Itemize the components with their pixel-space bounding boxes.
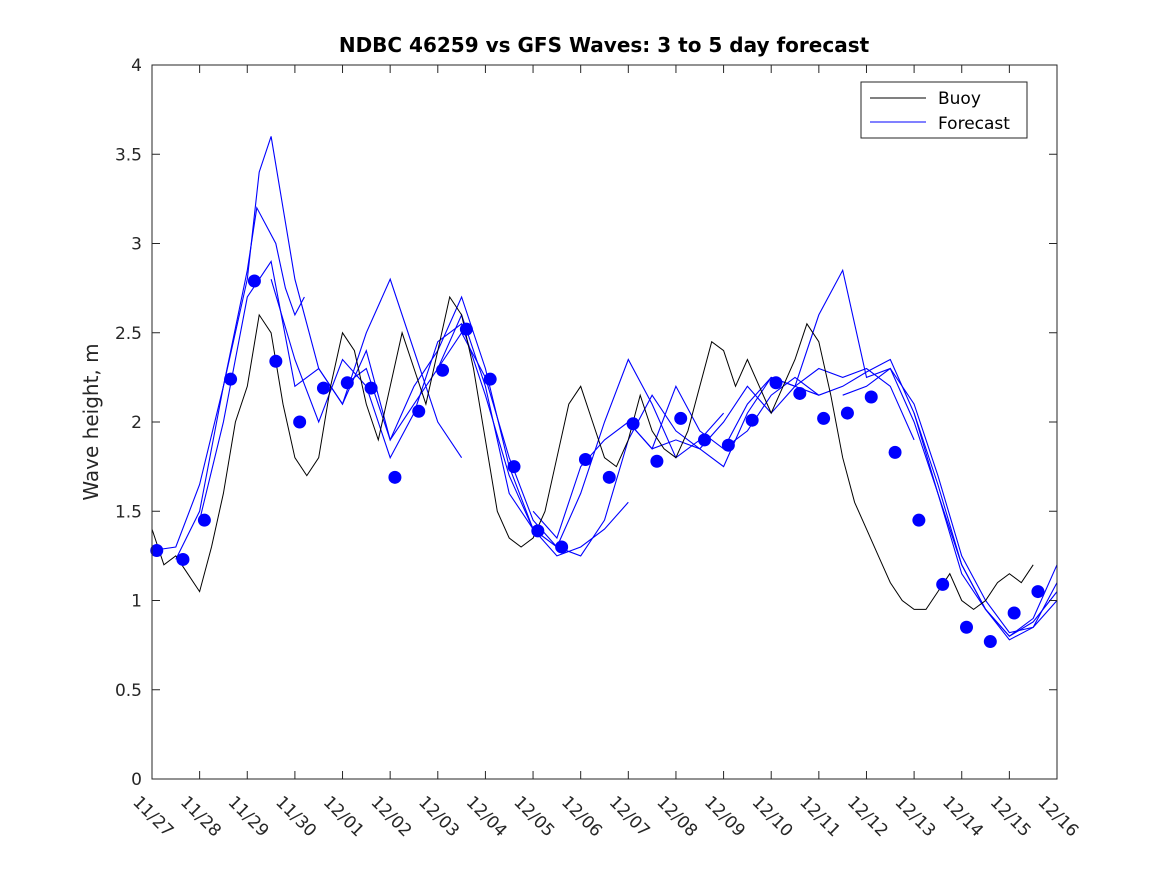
forecast-point	[412, 404, 426, 418]
y-tick-label: 3.5	[115, 145, 142, 165]
forecast-line	[723, 358, 1058, 641]
forecast-point	[626, 417, 640, 431]
forecast-point	[531, 524, 545, 538]
buoy-line	[151, 295, 1034, 611]
forecast-point	[224, 372, 238, 386]
y-tick-label: 1	[131, 592, 142, 612]
forecast-point	[912, 513, 926, 527]
forecast-point	[1031, 585, 1045, 599]
plot-points	[150, 274, 1045, 649]
forecast-point	[578, 452, 592, 466]
forecast-point	[745, 413, 759, 427]
forecast-point	[293, 415, 307, 429]
y-tick-label: 0.5	[115, 681, 142, 701]
y-tick-label: 1.5	[115, 502, 142, 522]
y-tick-label: 2	[131, 413, 142, 433]
chart-title: NDBC 46259 vs GFS Waves: 3 to 5 day fore…	[339, 33, 870, 57]
forecast-point	[698, 433, 712, 447]
legend-box	[860, 81, 1028, 139]
forecast-point	[269, 354, 283, 368]
forecast-point	[674, 411, 688, 425]
y-tick-label: 4	[131, 56, 142, 76]
legend: Buoy Forecast	[860, 81, 1028, 139]
forecast-point	[150, 544, 164, 558]
forecast-point	[983, 635, 997, 649]
forecast-point	[555, 540, 569, 554]
forecast-point	[364, 381, 378, 395]
forecast-point	[650, 454, 664, 468]
forecast-point	[388, 470, 402, 484]
forecast-line	[175, 136, 463, 560]
y-axis-label: Wave height, m	[79, 343, 103, 500]
y-tick-label: 3	[131, 235, 142, 255]
forecast-point	[459, 322, 473, 336]
forecast-point	[316, 381, 330, 395]
forecast-point	[721, 438, 735, 452]
forecast-point	[888, 445, 902, 459]
legend-forecast-label: Forecast	[938, 114, 1010, 134]
forecast-point	[960, 620, 973, 634]
forecast-point	[436, 363, 450, 377]
forecast-point	[197, 513, 211, 527]
y-axis: 0 0.5 1 1.5 2 2.5 3 3.5 4	[115, 56, 1057, 790]
y-tick-label: 0	[131, 770, 142, 790]
forecast-point	[769, 376, 783, 390]
forecast-point	[864, 390, 878, 404]
forecast-point	[340, 376, 354, 390]
forecast-line	[913, 412, 1058, 637]
forecast-point	[507, 460, 521, 474]
forecast-point	[936, 577, 950, 591]
forecast-line	[842, 367, 1058, 634]
forecast-point	[176, 552, 190, 566]
forecast-point	[793, 386, 807, 400]
forecast-line	[151, 206, 305, 552]
forecast-point	[840, 406, 854, 420]
forecast-point	[247, 274, 261, 288]
forecast-point	[602, 470, 616, 484]
forecast-point	[483, 372, 497, 386]
legend-buoy-label: Buoy	[938, 89, 981, 109]
forecast-point	[1007, 606, 1021, 620]
forecast-point	[817, 411, 831, 425]
y-tick-label: 2.5	[115, 324, 142, 344]
